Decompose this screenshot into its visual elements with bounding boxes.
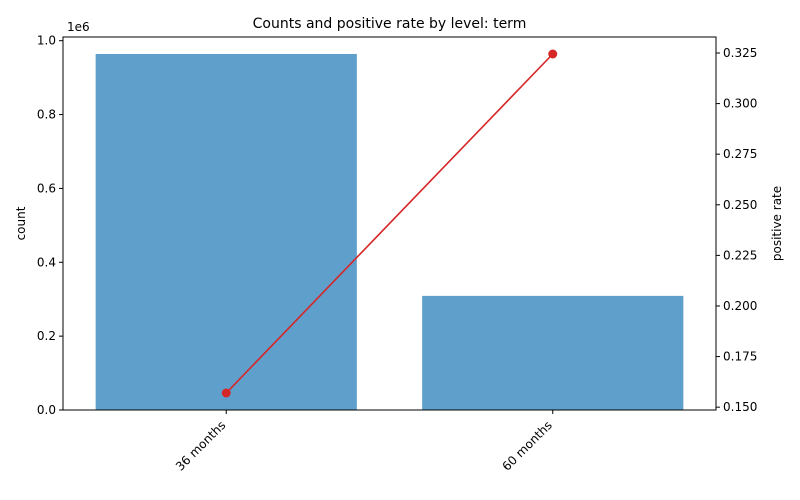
right-tick-label: 0.175 bbox=[723, 350, 757, 364]
rate-point-0 bbox=[221, 388, 231, 398]
line-group bbox=[221, 49, 558, 398]
plot-frame bbox=[62, 36, 717, 411]
left-tick-label: 0.4 bbox=[37, 255, 56, 269]
left-axis-label: count bbox=[14, 206, 28, 240]
x-axis-ticks: 36 months 60 months bbox=[173, 410, 555, 474]
x-tick-label: 60 months bbox=[500, 418, 555, 473]
bars-group bbox=[95, 53, 684, 410]
left-axis-offset-label: 1e6 bbox=[67, 20, 90, 34]
left-tick-label: 0.6 bbox=[37, 181, 56, 195]
rate-point-1 bbox=[548, 49, 558, 59]
right-tick-label: 0.300 bbox=[723, 97, 757, 111]
left-tick-label: 1.0 bbox=[37, 34, 56, 48]
right-tick-label: 0.325 bbox=[723, 46, 757, 60]
left-tick-label: 0.2 bbox=[37, 329, 56, 343]
left-tick-label: 0.8 bbox=[37, 108, 56, 122]
left-axis-ticks: 0.0 0.2 0.4 0.6 0.8 1.0 bbox=[37, 34, 63, 417]
bar-1 bbox=[422, 295, 684, 410]
right-tick-label: 0.275 bbox=[723, 147, 757, 161]
right-tick-label: 0.250 bbox=[723, 198, 757, 212]
rate-line bbox=[225, 53, 554, 394]
left-tick-label: 0.0 bbox=[37, 403, 56, 417]
right-tick-label: 0.150 bbox=[723, 400, 757, 414]
right-axis-label: positive rate bbox=[770, 186, 784, 261]
chart-title: Counts and positive rate by level: term bbox=[253, 16, 527, 32]
bar-0 bbox=[95, 53, 357, 410]
x-tick-label: 36 months bbox=[173, 418, 228, 473]
right-tick-label: 0.225 bbox=[723, 248, 757, 262]
right-tick-label: 0.200 bbox=[723, 299, 757, 313]
right-axis-ticks: 0.150 0.175 0.200 0.225 0.250 0.275 0.300 0.325 bbox=[716, 46, 757, 414]
